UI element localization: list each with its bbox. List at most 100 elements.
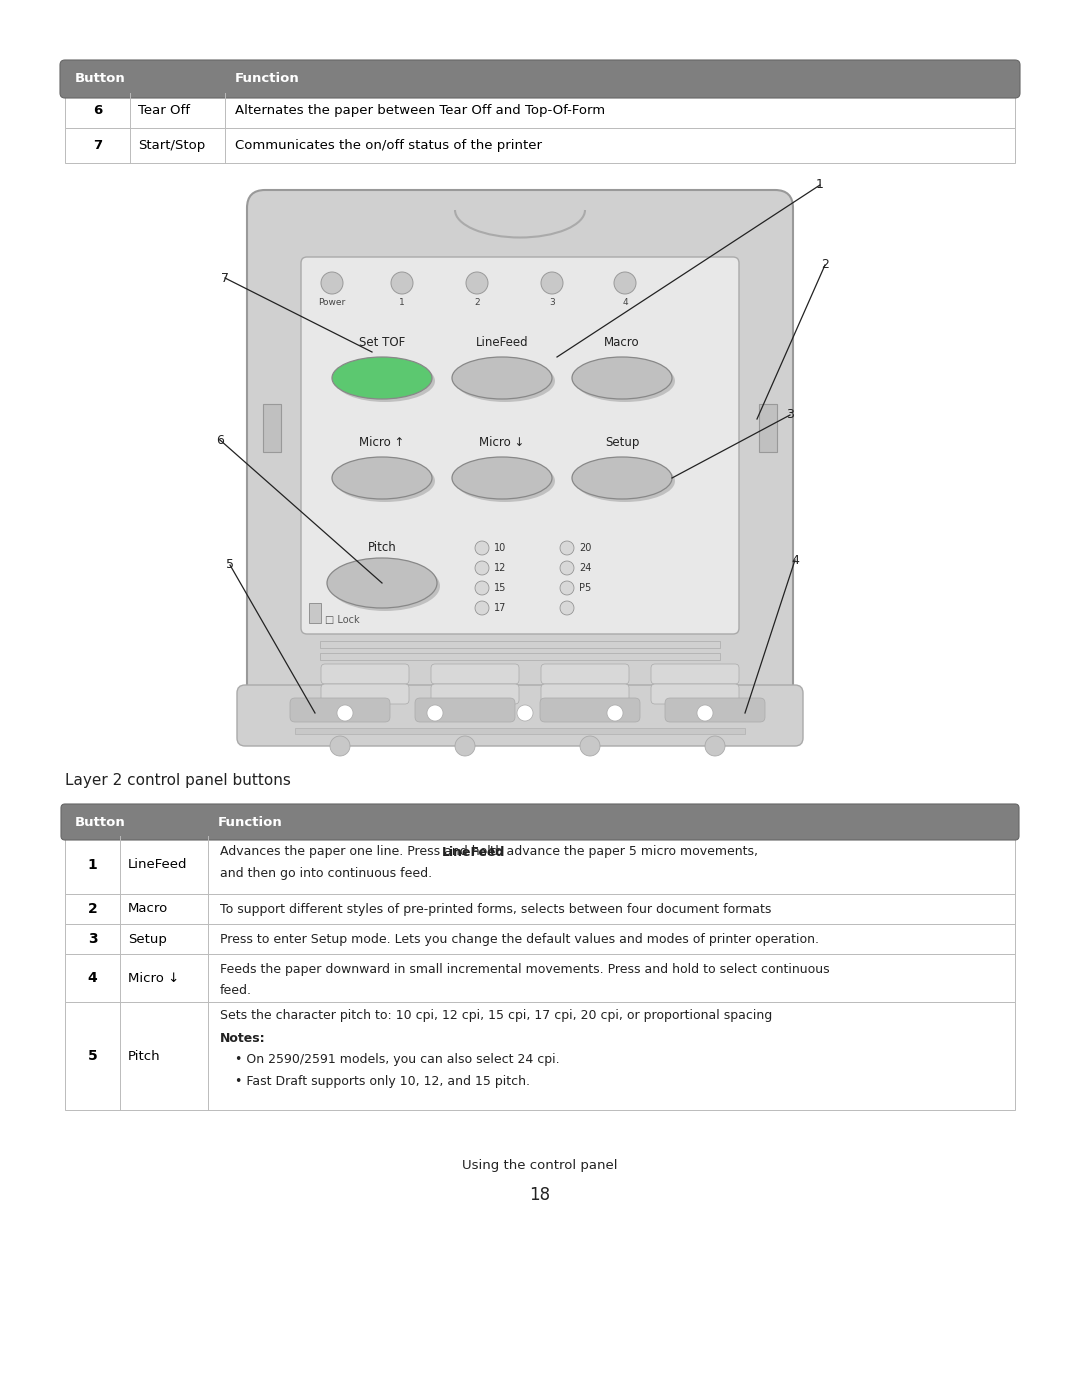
FancyBboxPatch shape (431, 664, 519, 685)
Text: 20: 20 (579, 543, 592, 553)
Text: Function: Function (218, 816, 283, 828)
Text: Sets the character pitch to: 10 cpi, 12 cpi, 15 cpi, 17 cpi, 20 cpi, or proporti: Sets the character pitch to: 10 cpi, 12 … (220, 1010, 772, 1023)
Bar (759, 404, 777, 453)
Text: 3: 3 (786, 408, 794, 422)
Ellipse shape (572, 457, 672, 499)
Circle shape (391, 272, 413, 293)
Text: Micro ↓: Micro ↓ (480, 436, 525, 448)
FancyBboxPatch shape (415, 698, 515, 722)
Text: Function: Function (235, 73, 300, 85)
FancyBboxPatch shape (247, 190, 793, 717)
Text: P5: P5 (579, 583, 591, 592)
Circle shape (705, 736, 725, 756)
Text: Set TOF: Set TOF (359, 337, 405, 349)
Text: 10: 10 (494, 543, 507, 553)
Text: 3: 3 (549, 298, 555, 307)
FancyBboxPatch shape (540, 698, 640, 722)
Ellipse shape (332, 358, 432, 400)
Text: to advance the paper 5 micro movements,: to advance the paper 5 micro movements, (486, 845, 758, 859)
Circle shape (561, 601, 573, 615)
FancyBboxPatch shape (651, 685, 739, 704)
Ellipse shape (327, 557, 437, 608)
Text: Macro: Macro (604, 337, 639, 349)
FancyBboxPatch shape (541, 664, 629, 685)
Circle shape (541, 272, 563, 293)
Ellipse shape (335, 460, 435, 502)
FancyBboxPatch shape (291, 698, 390, 722)
Text: Advances the paper one line. Press and hold: Advances the paper one line. Press and h… (220, 845, 503, 859)
Text: Setup: Setup (129, 933, 167, 946)
Text: LineFeed: LineFeed (129, 859, 188, 872)
Circle shape (330, 736, 350, 756)
Ellipse shape (575, 360, 675, 402)
Text: Power: Power (319, 298, 346, 307)
Circle shape (561, 581, 573, 595)
Ellipse shape (332, 457, 432, 499)
Bar (309, 604, 321, 623)
Text: 2: 2 (87, 902, 97, 916)
Bar (65, 923, 1015, 954)
Text: To support different styles of pre-printed forms, selects between four document : To support different styles of pre-print… (220, 902, 771, 915)
FancyBboxPatch shape (321, 664, 409, 685)
Text: Pitch: Pitch (129, 1049, 161, 1063)
Circle shape (580, 736, 600, 756)
Text: 24: 24 (579, 563, 592, 573)
Circle shape (475, 581, 489, 595)
FancyBboxPatch shape (60, 805, 1020, 840)
FancyBboxPatch shape (665, 698, 765, 722)
Text: 3: 3 (87, 932, 97, 946)
Bar (65, 835, 1015, 894)
Text: 7: 7 (93, 138, 103, 152)
Text: Button: Button (75, 816, 125, 828)
Text: 1: 1 (400, 298, 405, 307)
Bar (264, 404, 281, 453)
Text: Button: Button (75, 73, 125, 85)
Text: Notes:: Notes: (220, 1031, 266, 1045)
Text: Pitch: Pitch (367, 541, 396, 555)
Bar (65, 954, 1015, 1002)
Text: 4: 4 (87, 971, 97, 985)
FancyBboxPatch shape (651, 664, 739, 685)
Ellipse shape (455, 460, 555, 502)
Text: 6: 6 (93, 103, 103, 117)
Text: 7: 7 (221, 271, 229, 285)
Text: • On 2590/2591 models, you can also select 24 cpi.: • On 2590/2591 models, you can also sele… (235, 1053, 559, 1066)
Text: Tear Off: Tear Off (138, 103, 190, 117)
Text: 15: 15 (494, 583, 507, 592)
Text: 5: 5 (87, 1049, 97, 1063)
Text: 12: 12 (494, 563, 507, 573)
Text: Using the control panel: Using the control panel (462, 1158, 618, 1172)
Circle shape (427, 705, 443, 721)
Text: Layer 2 control panel buttons: Layer 2 control panel buttons (65, 773, 291, 788)
Bar (320, 641, 720, 648)
Ellipse shape (453, 457, 552, 499)
Circle shape (475, 541, 489, 555)
Bar (65, 1002, 1015, 1111)
Bar (320, 652, 720, 659)
Text: Communicates the on/off status of the printer: Communicates the on/off status of the pr… (235, 138, 542, 152)
FancyBboxPatch shape (321, 685, 409, 704)
Bar (295, 728, 745, 733)
Text: 1: 1 (87, 858, 97, 872)
Bar (65, 94, 1015, 129)
Text: • Fast Draft supports only 10, 12, and 15 pitch.: • Fast Draft supports only 10, 12, and 1… (235, 1076, 530, 1088)
Circle shape (475, 601, 489, 615)
Text: □ Lock: □ Lock (325, 615, 360, 624)
Text: 5: 5 (226, 559, 234, 571)
Ellipse shape (453, 358, 552, 400)
Text: 17: 17 (494, 604, 507, 613)
Circle shape (615, 272, 636, 293)
Circle shape (465, 272, 488, 293)
Text: Start/Stop: Start/Stop (138, 138, 205, 152)
Circle shape (455, 736, 475, 756)
Text: 1: 1 (816, 179, 824, 191)
Text: feed.: feed. (220, 983, 252, 996)
Ellipse shape (572, 358, 672, 400)
Ellipse shape (575, 460, 675, 502)
Text: 18: 18 (529, 1186, 551, 1204)
Text: 2: 2 (821, 258, 829, 271)
Text: Setup: Setup (605, 436, 639, 448)
Circle shape (607, 705, 623, 721)
Text: Micro ↑: Micro ↑ (360, 436, 405, 448)
FancyBboxPatch shape (541, 685, 629, 704)
